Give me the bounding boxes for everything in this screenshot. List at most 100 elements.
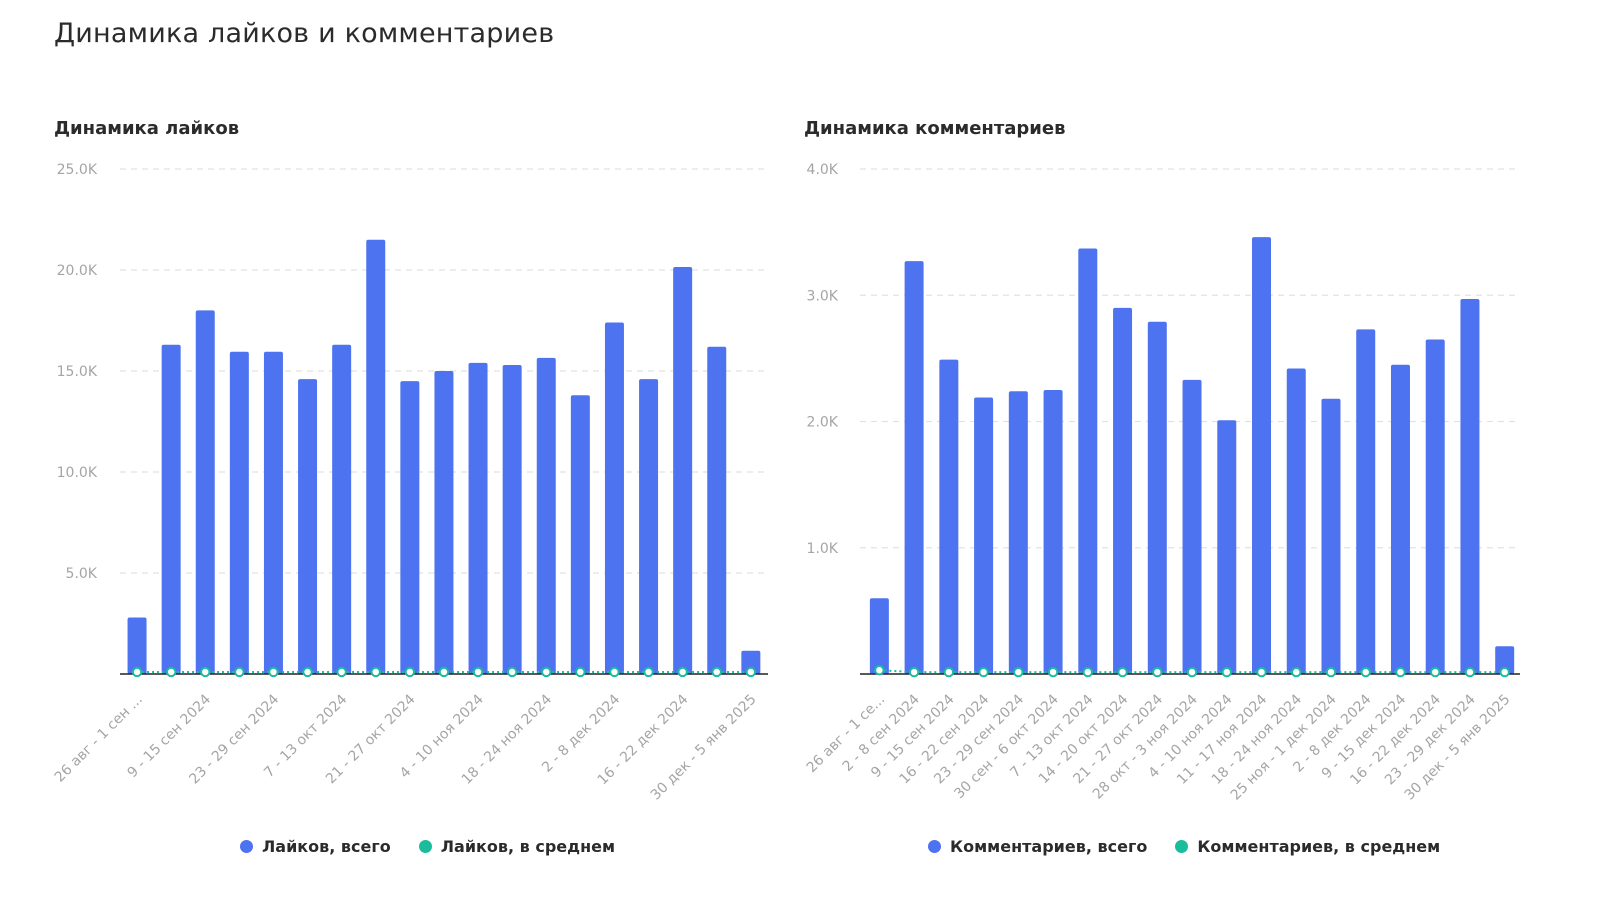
comments-legend: Комментариев, всего Комментариев, в сред… [928,837,1440,856]
average-point [677,666,688,678]
bar [400,381,420,674]
average-point [165,666,177,678]
average-point [1360,666,1371,678]
bar [1460,299,1480,674]
bar [1217,420,1237,674]
page-title: Динамика лайков и комментариев [54,18,555,49]
legend-dot-total-icon [240,840,253,853]
legend-label-total: Комментариев, всего [950,837,1148,856]
bar [1425,339,1445,674]
average-point [438,666,450,678]
average-point [131,666,143,678]
bar [1495,646,1515,674]
bar [298,379,318,674]
legend-item-average[interactable]: Лайков, в среднем [418,837,616,856]
average-point [1186,666,1198,678]
average-point [1325,666,1337,678]
average-point [336,666,347,678]
average-point [1082,666,1094,678]
average-point [711,666,722,678]
bar [904,261,924,674]
average-point [506,666,518,678]
bar [366,239,386,674]
bar [604,322,624,674]
bar [502,364,522,674]
bar [1078,248,1098,674]
average-point [1291,666,1302,678]
average-point [234,666,245,678]
average-point [302,666,313,678]
bar [434,371,454,674]
y-tick-label: 15.0K [57,364,98,380]
legend-label-average: Лайков, в среднем [440,837,616,856]
average-point [1013,666,1024,678]
bar [1321,398,1341,674]
bar [127,617,147,674]
bar [707,346,727,674]
legend-dot-average-icon [418,840,432,853]
bar [332,344,352,674]
average-point [541,666,552,678]
average-point [1395,666,1406,678]
bar [1008,391,1028,674]
bar [1182,379,1202,674]
bar [1390,364,1410,674]
average-point [1256,666,1267,678]
average-point [1152,666,1163,678]
average-point [575,666,586,678]
average-point [472,666,484,678]
bar [673,266,693,674]
average-point [1464,666,1476,678]
bar [639,379,659,674]
legend-item-total[interactable]: Лайков, всего [240,837,391,856]
legend-item-total[interactable]: Комментариев, всего [928,837,1147,856]
y-tick-label: 10.0K [57,465,98,481]
average-point [1221,666,1232,678]
y-tick-label: 2.0K [807,415,839,431]
bar [1356,329,1376,674]
average-point [609,666,620,678]
legend-label-total: Лайков, всего [262,837,391,856]
bar [1113,307,1133,674]
legend-dot-total-icon [928,840,941,853]
average-point [874,665,885,676]
bar [263,351,283,674]
y-tick-label: 25.0K [57,162,98,178]
bar [939,359,959,674]
average-point [1117,666,1128,678]
average-point [643,666,654,678]
average-point [908,666,920,678]
legend-item-average[interactable]: Комментариев, в среднем [1175,837,1440,856]
y-tick-label: 1.0K [807,541,839,557]
bar [741,650,761,674]
average-point [1430,666,1441,678]
average-point [404,666,416,678]
y-tick-label: 3.0K [807,288,839,304]
average-point [1499,666,1510,678]
bar [161,344,181,674]
bar [1286,368,1306,674]
bar [468,362,488,674]
bar [1147,321,1167,674]
bar [195,310,215,674]
bar [974,397,994,674]
legend-label-average: Комментариев, в среднем [1197,837,1441,856]
average-point [200,666,211,678]
bar [1043,389,1063,674]
average-point [943,666,955,678]
likes-legend: Лайков, всего Лайков, в среднем [240,837,615,856]
y-tick-label: 5.0K [66,566,98,582]
comments-chart-title: Динамика комментариев [804,118,1066,139]
y-tick-label: 4.0K [807,162,839,178]
bar [1252,237,1272,675]
average-point [978,666,989,678]
comments-chart-panel: Динамика комментариев 4.0K 3.0K 2.0K 1.0K 26… [780,110,1540,910]
average-point [268,666,279,678]
bar [229,351,249,674]
likes-chart-panel: Динамика лайков 25.0K 20.0K 15.0K 10.0K 5.0K… [0,110,768,910]
bar [869,598,889,674]
y-tick-label: 20.0K [57,263,98,279]
average-point [370,666,381,678]
